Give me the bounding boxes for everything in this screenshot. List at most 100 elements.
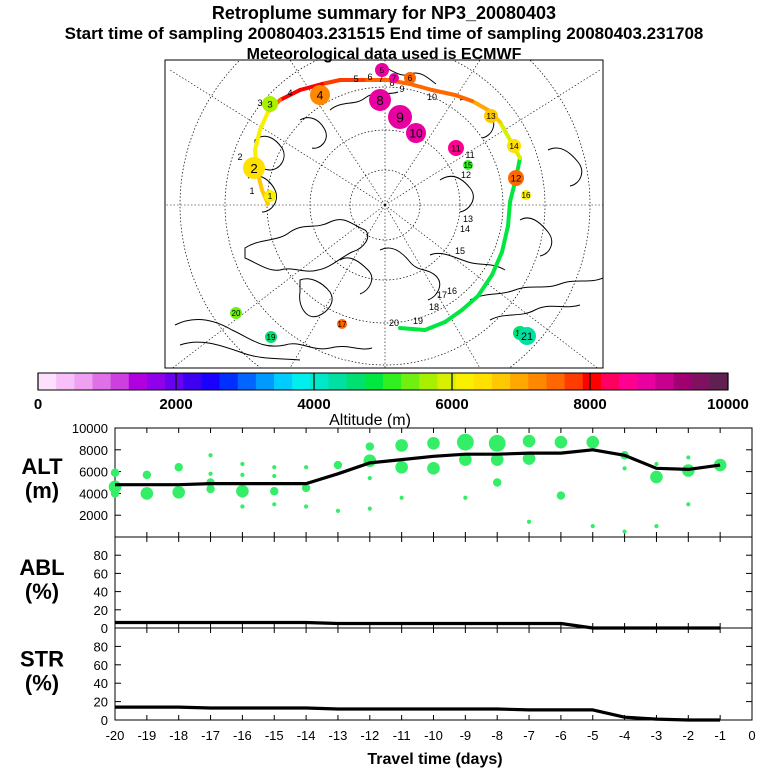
cluster-point — [333, 460, 343, 470]
y-tick-label: 0 — [101, 713, 108, 728]
colorbar-cell — [564, 373, 584, 390]
cluster-label: 13 — [486, 111, 496, 121]
cluster-label: 10 — [409, 127, 423, 141]
panel-alt: 10000 8000 6000 4000 2000 ALT(m) — [21, 421, 753, 538]
cluster-label: 5 — [380, 65, 385, 75]
x-tick-label: -13 — [329, 728, 348, 743]
y-tick-label: 20 — [94, 603, 108, 618]
track-day-label: 7 — [378, 74, 383, 84]
plume-track-segment — [408, 82, 434, 92]
cluster-point — [174, 463, 183, 472]
colorbar-cell — [655, 373, 674, 390]
cluster-point — [586, 435, 600, 449]
track-day-label: 8 — [389, 78, 394, 88]
x-tick-label: -4 — [619, 728, 631, 743]
track-day-label: 4 — [287, 88, 292, 98]
colorbar-cell — [292, 373, 311, 390]
y-axis-unit: (%) — [25, 579, 59, 604]
plume-track-segment — [258, 110, 270, 132]
cluster-point — [272, 473, 277, 479]
track-day-label: 9 — [399, 84, 404, 94]
y-tick-label: 10000 — [72, 421, 108, 436]
y-tick-label: 6000 — [79, 465, 108, 480]
track-day-label: 17 — [437, 290, 447, 300]
x-tick-label: -2 — [683, 728, 695, 743]
cluster-label: 8 — [376, 93, 383, 108]
x-tick-label: -5 — [587, 728, 599, 743]
colorbar-cell — [274, 373, 293, 390]
cluster-label: 7 — [392, 74, 397, 83]
colorbar-cell — [582, 373, 602, 390]
cluster-marker — [463, 160, 473, 170]
x-tick-label: -16 — [233, 728, 252, 743]
cluster-point — [140, 487, 154, 500]
y-tick-label: 60 — [94, 658, 108, 673]
colorbar-cell — [691, 373, 711, 390]
cluster-point — [365, 442, 374, 451]
colorbar-cell — [237, 373, 257, 390]
colorbar-cell — [346, 373, 366, 390]
x-tick-label: -17 — [201, 728, 220, 743]
colorbar-tick-label: 8000 — [573, 396, 606, 413]
cluster-point — [172, 486, 185, 499]
cluster-label: 3 — [267, 100, 272, 111]
cluster-point — [554, 435, 568, 449]
y-tick-label: 80 — [94, 548, 108, 563]
colorbar-cell — [437, 373, 457, 390]
y-axis-label: STR — [20, 647, 64, 672]
cluster-point — [686, 502, 691, 507]
colorbar-cell — [510, 373, 529, 390]
x-tick-label: -18 — [169, 728, 188, 743]
cluster-marker — [262, 96, 278, 112]
plume-track-segment — [460, 294, 480, 312]
colorbar-cell — [364, 373, 384, 390]
track-day-label: 14 — [460, 224, 470, 234]
colorbar-cell — [201, 373, 220, 390]
plume-track-segment — [470, 99, 490, 112]
plume-track-segment — [500, 224, 510, 254]
cluster-marker — [230, 307, 242, 319]
colorbar-cell — [491, 373, 511, 390]
colorbar-tick-label: 10000 — [707, 396, 749, 413]
cluster-label: 20 — [232, 309, 241, 318]
cluster-point — [526, 519, 532, 524]
cluster-marker — [406, 123, 426, 143]
colorbar-cell — [637, 373, 656, 390]
cluster-point — [622, 466, 627, 471]
track-day-label: 13 — [463, 214, 473, 224]
colorbar-label: Altitude (m) — [329, 412, 411, 429]
plume-track-segment — [423, 320, 447, 332]
plume-track-segment — [498, 120, 512, 142]
colorbar-cell — [546, 373, 565, 390]
x-axis-label: Travel time (days) — [367, 751, 502, 768]
cluster-point — [206, 484, 215, 494]
cluster-point — [240, 461, 245, 467]
colorbar-cell — [183, 373, 202, 390]
cluster-point — [493, 478, 502, 487]
panel-frame — [114, 536, 753, 629]
colorbar-cell — [165, 373, 184, 390]
x-tick-label: -3 — [651, 728, 663, 743]
cluster-marker — [369, 89, 391, 111]
cluster-label: 2 — [250, 161, 257, 176]
y-tick-label: 8000 — [79, 443, 108, 458]
y-axis-label: ALT — [21, 454, 63, 479]
colorbar-cell — [419, 373, 438, 390]
colorbar-cell — [74, 373, 93, 390]
plume-track-segment — [443, 308, 464, 324]
y-tick-label: 4000 — [79, 486, 108, 501]
cluster-point — [395, 460, 408, 474]
cluster-point — [301, 483, 311, 493]
cluster-point — [654, 524, 659, 529]
x-tick-label: -19 — [137, 728, 156, 743]
cluster-point — [108, 480, 122, 494]
colorbar-cell — [673, 373, 693, 390]
cluster-marker — [404, 72, 416, 84]
cluster-label: 4 — [317, 89, 324, 103]
plume-track-segment — [320, 78, 342, 86]
x-tick-label: -1 — [714, 728, 726, 743]
y-tick-label: 20 — [94, 695, 108, 710]
meridians — [165, 60, 603, 368]
cluster-point — [240, 504, 245, 509]
